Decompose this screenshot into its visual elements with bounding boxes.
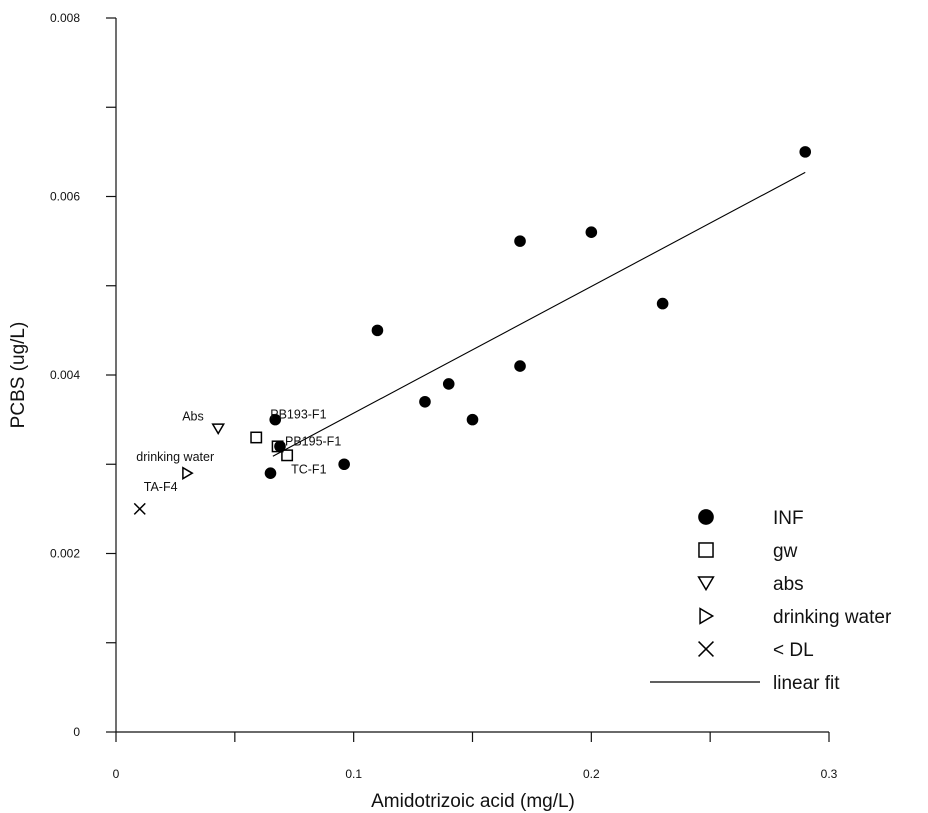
legend-label: < DL [773,640,814,661]
point-inf [514,235,526,247]
legend-marker [698,509,714,525]
points-layer [133,146,812,515]
legend-marker [698,641,714,657]
point-inf [466,413,479,426]
point-inf [585,226,598,238]
annotations-layer: Abs PB193-F1 PB195-F1 TC-F1 drinking water TA… [136,408,341,494]
x-tick-label: 0 [113,767,120,781]
point-drinking-water [182,466,194,480]
ticks: 0 0.1 0.2 0.3 0 0.002 0.004 0.006 0.008 [50,11,838,781]
point-label: PB193-F1 [270,408,326,422]
point-dl [133,502,146,515]
x-tick-label: 0.3 [821,767,838,781]
x-tick-label: 0.1 [345,767,362,781]
legend-label: gw [773,541,798,562]
y-tick-label: 0.004 [50,368,80,382]
point-inf [419,395,431,408]
point-gw [250,431,263,444]
legend-marker [699,607,715,625]
legend-label: INF [773,508,804,529]
fit-layer [272,171,806,457]
point-label: PB195-F1 [285,434,341,448]
point-gw [271,440,284,453]
legend-marker [697,576,715,592]
y-tick-label: 0 [73,725,80,739]
point-inf [338,458,350,471]
point-inf [269,413,282,426]
legend: INF gw abs drinking water < DL linear fit [650,508,892,694]
y-axis-title: PCBS (ug/L) [8,322,29,429]
point-label: Abs [182,410,204,424]
linear-fit-line [272,171,806,457]
x-tick-label: 0.2 [583,767,600,781]
point-label: TA-F4 [144,480,178,494]
legend-label: drinking water [773,607,892,628]
point-inf [264,467,277,479]
y-tick-label: 0.002 [50,547,80,561]
axes [115,18,829,733]
point-inf [799,146,812,158]
point-label: drinking water [136,450,214,464]
point-inf [371,324,384,337]
point-label: TC-F1 [291,462,326,476]
y-tick-label: 0.006 [50,190,80,204]
point-inf [656,297,669,310]
legend-label: linear fit [773,673,840,694]
point-gw [281,449,294,462]
y-tick-label: 0.008 [50,11,80,25]
x-axis-title: Amidotrizoic acid (mg/L) [371,791,575,812]
point-abs [211,423,226,435]
legend-label: abs [773,574,804,595]
legend-marker [698,542,714,558]
point-inf [514,360,526,372]
point-inf [442,378,455,390]
